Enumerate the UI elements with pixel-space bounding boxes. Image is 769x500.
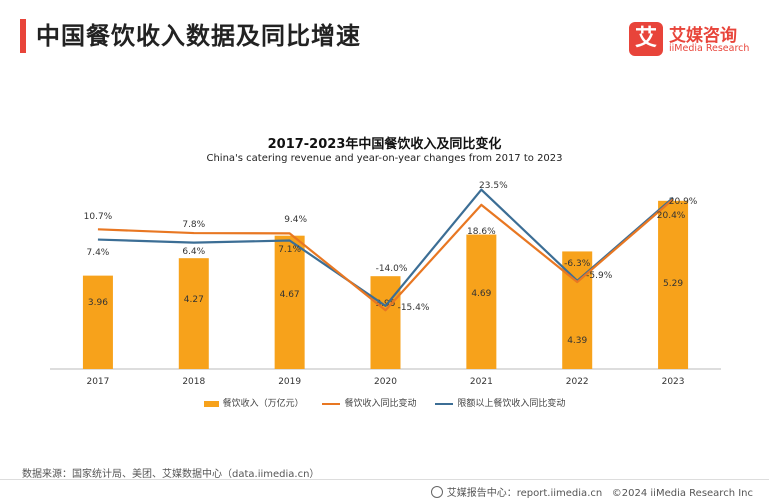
above-limit-label-2023: 20.9% bbox=[669, 197, 698, 207]
legend-label-yoy: 餐饮收入同比变动 bbox=[344, 399, 417, 409]
legend-item-revenue: 餐饮收入（万亿元） bbox=[203, 396, 304, 409]
yoy-label-2020: -15.4% bbox=[398, 303, 430, 313]
bar-value-label-2017: 3.96 bbox=[88, 298, 108, 308]
line-catering-yoy bbox=[97, 198, 674, 312]
x-tick-label-2019: 2019 bbox=[278, 377, 301, 387]
legend-label-revenue: 餐饮收入（万亿元） bbox=[222, 399, 304, 409]
globe-icon bbox=[430, 486, 443, 498]
bar-value-label-2023: 5.29 bbox=[663, 279, 683, 289]
x-tick-label-2017: 2017 bbox=[86, 377, 109, 387]
bar-2018 bbox=[178, 258, 209, 369]
bar-value-label-2021: 4.69 bbox=[471, 289, 491, 299]
x-tick-label-2021: 2021 bbox=[470, 377, 493, 387]
x-tick-label-2020: 2020 bbox=[374, 377, 397, 387]
page-title: 中国餐饮收入数据及同比增速 bbox=[36, 22, 361, 50]
above-limit-label-2020: -14.0% bbox=[376, 264, 408, 274]
footer-report-link[interactable]: 艾媒报告中心：report.iimedia.cn bbox=[446, 488, 603, 499]
yoy-label-2022: -6.3% bbox=[564, 259, 591, 269]
bar-2017 bbox=[82, 275, 113, 369]
above-limit-label-2022: -5.9% bbox=[586, 271, 613, 281]
bar-2023 bbox=[658, 200, 689, 369]
legend-label-above-limit: 限额以上餐饮收入同比变动 bbox=[457, 399, 566, 409]
x-tick-label-2023: 2023 bbox=[662, 377, 685, 387]
bar-2021 bbox=[466, 234, 497, 369]
bar-2019 bbox=[274, 235, 305, 369]
x-tick-label-2018: 2018 bbox=[182, 377, 205, 387]
bar-2022 bbox=[562, 251, 593, 369]
above-limit-label-2019: 7.1% bbox=[278, 245, 301, 255]
footer: 艾媒报告中心：report.iimedia.cn ©2024 iiMedia R… bbox=[430, 484, 753, 499]
yoy-label-2018: 7.8% bbox=[182, 220, 205, 230]
combo-chart: 3.96 4.27 4.67 3.95 4.69 4.39 5.29 2017 2018 2019… bbox=[50, 181, 721, 387]
chart-legend: 餐饮收入（万亿元） 餐饮收入同比变动 限额以上餐饮收入同比变动 bbox=[0, 396, 769, 409]
logo-name-en: iiMedia Research bbox=[669, 43, 750, 54]
legend-swatch-line-above-limit bbox=[435, 402, 454, 405]
yoy-label-2023: 20.4% bbox=[657, 211, 686, 221]
chart-title: 2017-2023年中国餐饮收入及同比变化 bbox=[267, 137, 502, 152]
legend-swatch-bar bbox=[203, 400, 219, 407]
bar-value-label-2020: 3.95 bbox=[375, 299, 395, 309]
above-limit-label-2021: 23.5% bbox=[479, 181, 508, 191]
title-accent-bar bbox=[20, 19, 26, 53]
footer-copyright: ©2024 iiMedia Research Inc bbox=[611, 488, 753, 499]
bar-value-label-2022: 4.39 bbox=[567, 336, 587, 346]
yoy-label-2019: 9.4% bbox=[284, 215, 307, 225]
data-source-note: 数据来源：国家统计局、美团、艾媒数据中心（data.iimedia.cn） bbox=[22, 469, 320, 480]
bar-2020 bbox=[370, 276, 401, 369]
logo-mark-icon: 艾 bbox=[629, 22, 663, 56]
logo-name-cn: 艾媒咨询 bbox=[669, 26, 737, 46]
bar-value-label-2019: 4.67 bbox=[280, 290, 300, 300]
footer-divider bbox=[0, 479, 769, 480]
x-tick-label-2022: 2022 bbox=[566, 377, 589, 387]
bar-value-label-2018: 4.27 bbox=[184, 295, 204, 305]
yoy-label-2021: 18.6% bbox=[467, 227, 496, 237]
chart-subtitle: China's catering revenue and year-on-yea… bbox=[206, 153, 563, 164]
legend-item-above-limit: 限额以上餐饮收入同比变动 bbox=[435, 396, 565, 409]
legend-item-yoy: 餐饮收入同比变动 bbox=[322, 396, 417, 409]
legend-swatch-line-total bbox=[322, 402, 341, 405]
iimedia-logo: 艾 艾媒咨询 iiMedia Research bbox=[629, 22, 759, 56]
above-limit-label-2018: 6.4% bbox=[182, 247, 205, 257]
yoy-label-2017: 10.7% bbox=[84, 212, 113, 222]
above-limit-label-2017: 7.4% bbox=[86, 248, 109, 258]
